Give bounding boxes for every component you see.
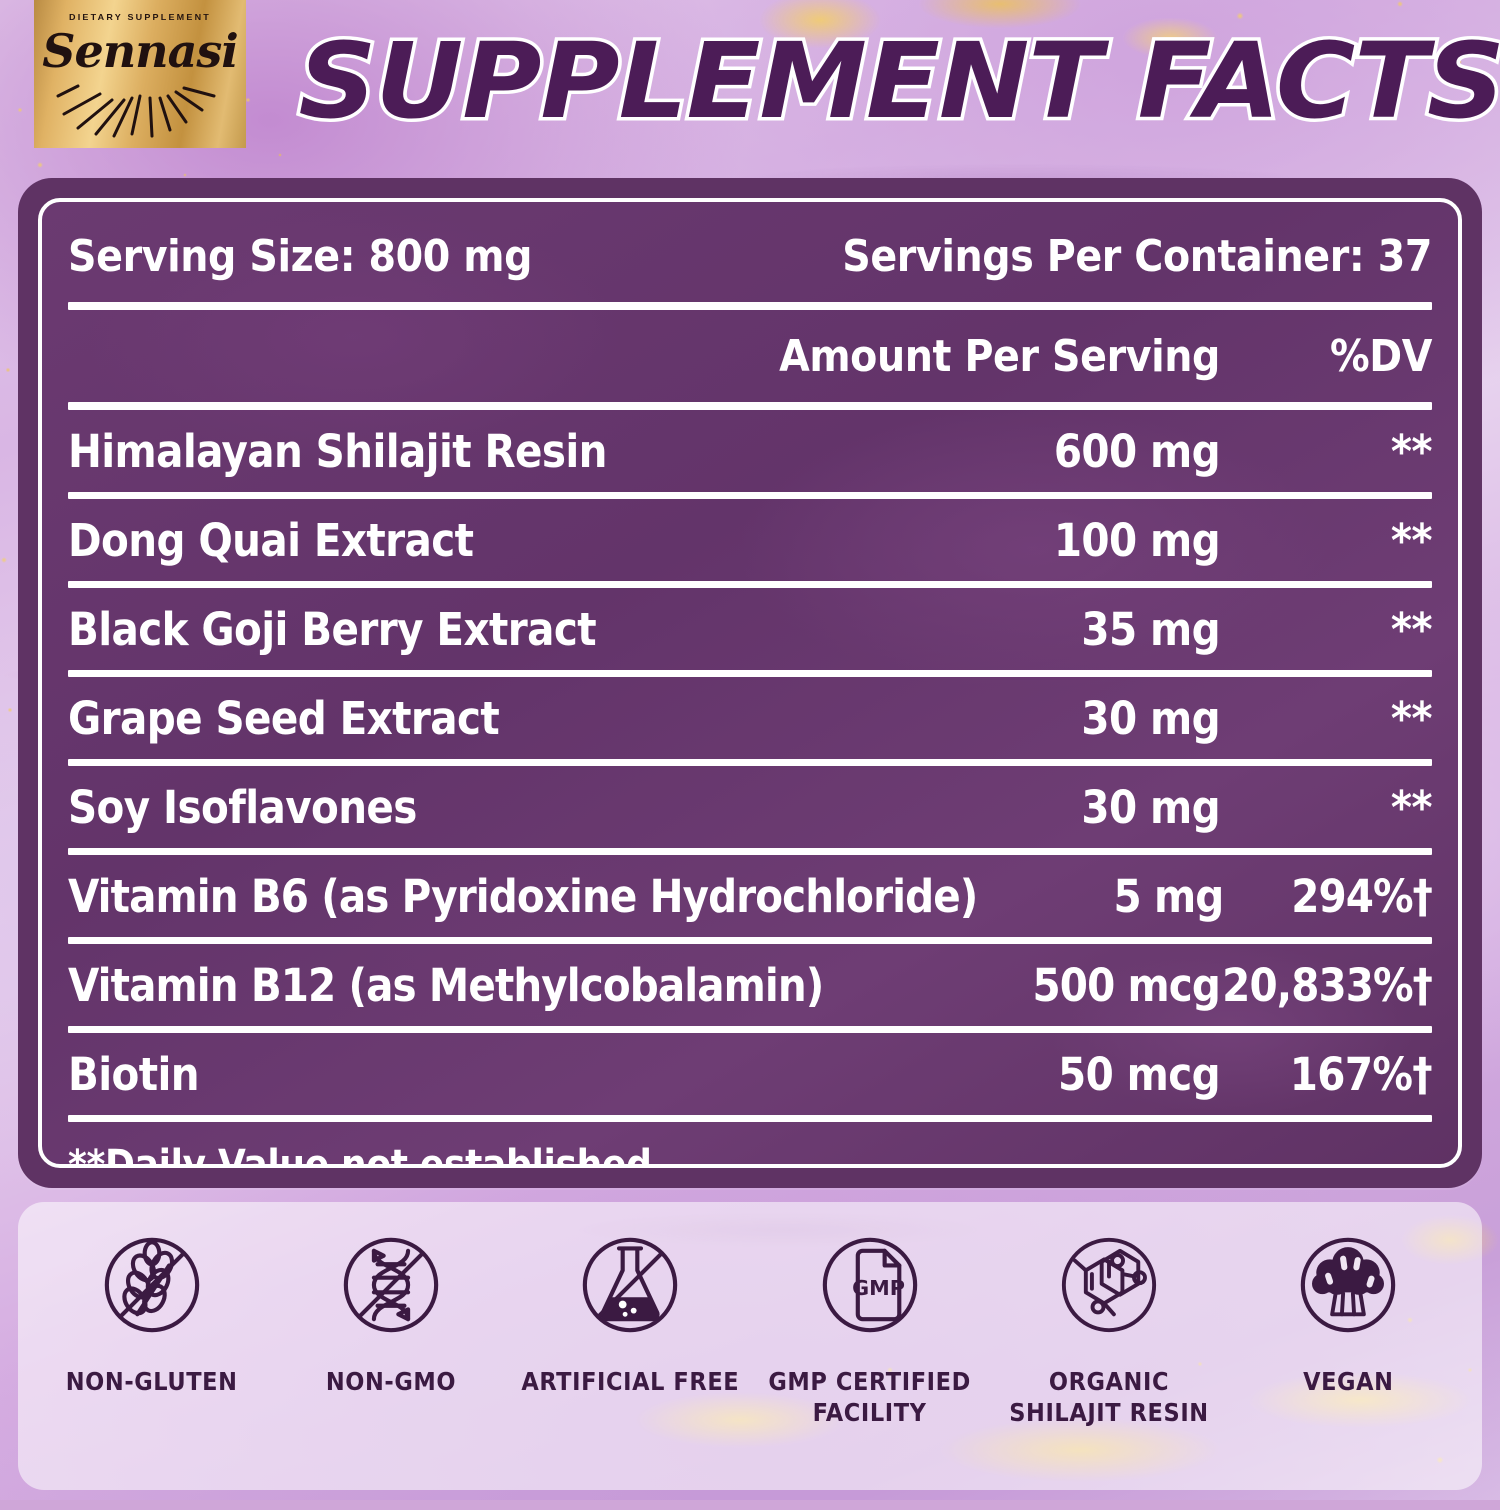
ingredient-amount: 100 mg	[1053, 513, 1221, 567]
ingredient-daily-value: **	[1390, 602, 1433, 656]
table-row: Biotin 50 mcg 167%†	[68, 1033, 1433, 1115]
badge-caption: NON-GLUTEN	[65, 1367, 238, 1396]
ingredient-daily-value: 20,833%†	[1222, 958, 1433, 1012]
ingredient-form: (as Methylcobalamin)	[348, 958, 825, 1012]
badge-caption: NON-GMO	[325, 1367, 457, 1396]
divider	[68, 492, 1432, 499]
divider	[68, 402, 1432, 410]
badge-vegan: VEGAN	[1236, 1224, 1460, 1397]
gmp-inner-text: GMP	[852, 1276, 905, 1300]
table-row: Soy Isoflavones 30 mg **	[68, 766, 1433, 848]
table-row: Grape Seed Extract 30 mg **	[68, 677, 1433, 759]
ingredient-name: Soy Isoflavones	[68, 780, 417, 834]
no-flask-icon	[583, 1237, 678, 1333]
ingredient-daily-value: **	[1390, 513, 1433, 567]
badge-organic-shilajit: ORGANIC SHILAJIT RESIN	[997, 1224, 1221, 1428]
gmp-document-icon: GMP	[822, 1237, 917, 1333]
ingredient-daily-value: 167%†	[1289, 1047, 1433, 1101]
ingredient-name: Biotin	[68, 1047, 200, 1101]
ingredient-amount: 30 mg	[1081, 691, 1220, 745]
ingredient-amount: 500 mcg	[1032, 958, 1221, 1012]
badge-non-gluten: NON-GLUTEN	[40, 1224, 264, 1397]
badge-non-gmo: NON-GMO	[279, 1224, 503, 1397]
ingredient-name: Vitamin B12 (as Methylcobalamin)	[68, 958, 825, 1012]
logo-wordmark: Sennasi	[42, 24, 239, 78]
ingredient-name: Grape Seed Extract	[68, 691, 500, 745]
divider	[68, 1026, 1432, 1033]
footnotes: **Daily Value not established. Percent D…	[68, 1122, 1432, 1168]
divider	[68, 581, 1432, 588]
ingredient-daily-value: **	[1390, 424, 1433, 478]
ingredient-rows: Himalayan Shilajit Resin 600 mg ** Dong Qua…	[68, 410, 1433, 1122]
supplement-facts-panel: Serving Size: 800 mg Servings Per Contai…	[18, 178, 1482, 1188]
molecule-icon	[1061, 1237, 1157, 1333]
table-row: Vitamin B6 (as Pyridoxine Hydrochloride)…	[68, 855, 1433, 937]
badge-artificial-free: ARTIFICIAL FREE	[518, 1224, 742, 1397]
ingredient-form: (as Pyridoxine Hydrochloride)	[321, 869, 978, 923]
no-gluten-icon	[104, 1237, 199, 1333]
supplement-facts-table: Serving Size: 800 mg Servings Per Contai…	[68, 210, 1433, 1164]
serving-size-label: Serving Size: 800 mg	[68, 230, 533, 282]
ingredient-name: Dong Quai Extract	[68, 513, 474, 567]
ingredient-daily-value: **	[1390, 691, 1433, 745]
footnote-line-1: **Daily Value not established.	[68, 1142, 665, 1168]
amount-header-row: Amount Per Serving %DV	[68, 310, 1432, 402]
divider	[68, 1115, 1432, 1122]
badge-caption: GMP CERTIFIED FACILITY	[768, 1367, 971, 1427]
badge-caption: VEGAN	[1303, 1367, 1394, 1396]
ingredient-name: Himalayan Shilajit Resin	[68, 424, 608, 478]
ingredient-daily-value: **	[1390, 780, 1433, 834]
ingredient-name: Vitamin B6 (as Pyridoxine Hydrochloride)	[68, 869, 978, 923]
logo-tagline: DIETARY SUPPLEMENT	[69, 12, 211, 22]
ingredient-amount: 30 mg	[1081, 780, 1220, 834]
amount-per-serving-label: Amount Per Serving	[779, 330, 1220, 382]
no-gmo-icon	[343, 1237, 439, 1333]
ingredient-amount: 600 mg	[1053, 424, 1221, 478]
table-row: Himalayan Shilajit Resin 600 mg **	[68, 410, 1433, 492]
table-row: Dong Quai Extract 100 mg **	[68, 499, 1433, 581]
dv-label: %DV	[1330, 330, 1432, 382]
divider	[68, 937, 1432, 944]
certification-badge-strip: NON-GLUTEN NON-GMO	[18, 1202, 1482, 1490]
table-row: Black Goji Berry Extract 35 mg **	[68, 588, 1433, 670]
divider	[68, 302, 1432, 310]
badge-caption: ARTIFICIAL FREE	[521, 1367, 740, 1396]
ingredient-daily-value: 294%†	[1291, 869, 1433, 923]
servings-per-container-label: Servings Per Container: 37	[842, 230, 1432, 282]
divider	[68, 759, 1432, 766]
badge-gmp-certified: GMP GMP CERTIFIED FACILITY	[758, 1224, 982, 1428]
ingredient-amount: 35 mg	[1081, 602, 1220, 656]
badge-caption: ORGANIC SHILAJIT RESIN	[1009, 1367, 1209, 1427]
table-row: Vitamin B12 (as Methylcobalamin) 500 mcg 2…	[68, 944, 1433, 1026]
serving-header-row: Serving Size: 800 mg Servings Per Contai…	[68, 210, 1432, 302]
divider	[68, 848, 1432, 855]
broccoli-icon	[1301, 1237, 1396, 1333]
ingredient-name: Black Goji Berry Extract	[68, 602, 597, 656]
ingredient-amount: 5 mg	[1113, 869, 1225, 923]
brand-logo-badge: DIETARY SUPPLEMENT Sennasi	[34, 0, 246, 148]
ingredient-amount: 50 mcg	[1058, 1047, 1221, 1101]
divider	[68, 670, 1432, 677]
page-title: SUPPLEMENT FACTS	[295, 19, 1500, 144]
logo-sunburst-icon	[56, 84, 216, 138]
